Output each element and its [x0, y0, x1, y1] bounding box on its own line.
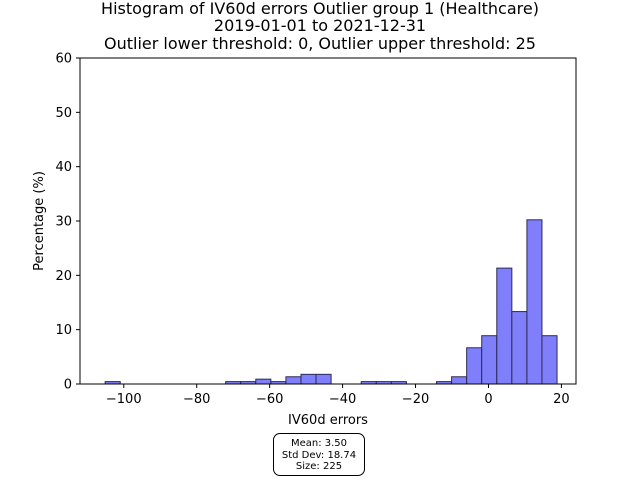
chart-threshold-subtitle: Outlier lower threshold: 0, Outlier uppe… — [104, 34, 536, 53]
histogram-bar — [285, 376, 302, 385]
y-tick-label: 30 — [55, 215, 72, 230]
histogram-bar — [315, 373, 332, 385]
y-tick-label: 60 — [55, 52, 72, 67]
x-tick-label: −100 — [106, 392, 142, 407]
histogram-bar — [466, 347, 483, 385]
histogram-bar — [541, 335, 558, 385]
y-tick-label: 0 — [64, 378, 72, 393]
y-tick-label: 40 — [55, 160, 72, 175]
histogram-bar — [511, 311, 528, 385]
y-tick-label: 50 — [55, 106, 72, 121]
x-axis-ticks: −100 −80 −60 −40 −20 0 20 — [106, 384, 570, 407]
bars-group — [104, 219, 558, 385]
x-tick-label: −40 — [329, 392, 356, 407]
stats-size: Size: 225 — [295, 461, 343, 472]
y-tick-label: 10 — [55, 323, 72, 338]
chart-subtitle: 2019-01-01 to 2021-12-31 — [213, 16, 427, 35]
histogram-bar — [300, 373, 317, 385]
stats-std-dev: Std Dev: 18.74 — [281, 449, 357, 461]
x-tick-label: −20 — [402, 392, 429, 407]
y-axis-label: Percentage (%) — [32, 171, 47, 271]
histogram-bar — [526, 219, 543, 385]
y-tick-label: 20 — [55, 269, 72, 284]
histogram-bar — [255, 378, 272, 385]
histogram-bar — [496, 267, 513, 385]
stats-box: Mean: 3.50 Std Dev: 18.74 Size: 225 — [273, 433, 365, 476]
stats-mean: Mean: 3.50 — [290, 438, 348, 449]
x-tick-label: −80 — [183, 392, 210, 407]
histogram-bar — [481, 335, 498, 385]
y-axis-ticks: 0 10 20 30 40 50 60 — [55, 52, 80, 393]
x-tick-label: −60 — [256, 392, 283, 407]
x-tick-label: 20 — [553, 392, 570, 407]
x-tick-label: 0 — [484, 392, 492, 407]
x-axis-label: IV60d errors — [288, 413, 368, 428]
histogram-bar — [451, 376, 468, 385]
chart-title: Histogram of IV60d errors Outlier group … — [101, 0, 539, 18]
